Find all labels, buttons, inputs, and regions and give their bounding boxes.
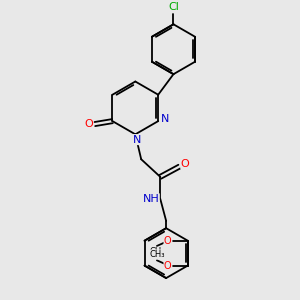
Text: CH₃: CH₃ bbox=[149, 250, 165, 259]
Text: O: O bbox=[84, 119, 93, 129]
Text: O: O bbox=[164, 261, 172, 271]
Text: CH₃: CH₃ bbox=[149, 247, 165, 256]
Text: O: O bbox=[164, 236, 172, 246]
Text: O: O bbox=[181, 159, 190, 169]
Text: N: N bbox=[160, 114, 169, 124]
Text: NH: NH bbox=[142, 194, 159, 204]
Text: N: N bbox=[133, 135, 141, 145]
Text: Cl: Cl bbox=[168, 2, 179, 12]
